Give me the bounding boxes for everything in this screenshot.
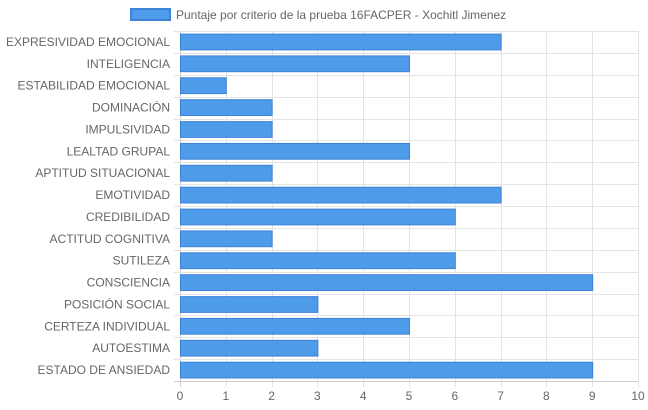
x-tick-label: 2: [268, 389, 275, 403]
y-tick-label: INTELIGENCIA: [87, 57, 170, 71]
y-tick-label: EMOTIVIDAD: [95, 188, 170, 202]
y-tick-label: ACTITUD COGNITIVA: [50, 232, 170, 246]
y-tick-label: CERTEZA INDIVIDUAL: [44, 319, 170, 333]
y-tick-label: ESTADO DE ANSIEDAD: [38, 363, 171, 377]
x-tick-label: 10: [631, 389, 645, 403]
bar[interactable]: [180, 55, 410, 73]
y-tick-label: APTITUD SITUACIONAL: [35, 166, 170, 180]
bar[interactable]: [180, 274, 594, 292]
y-axis-labels: EXPRESIVIDAD EMOCIONAL INTELIGENCIA ESTABI…: [6, 35, 170, 377]
bar[interactable]: [180, 361, 594, 379]
bar[interactable]: [180, 164, 273, 182]
x-tick-label: 0: [177, 389, 184, 403]
bar[interactable]: [180, 99, 273, 116]
bar[interactable]: [180, 296, 319, 313]
x-tick-label: 6: [451, 389, 458, 403]
x-axis-labels: 0 1 2 3 4 5 6 7 8 9 10: [177, 389, 645, 403]
grid: [174, 31, 639, 387]
bar[interactable]: [180, 339, 319, 357]
y-tick-label: SUTILEZA: [113, 254, 170, 268]
x-tick-label: 3: [314, 389, 321, 403]
y-tick-label: ESTABILIDAD EMOCIONAL: [18, 79, 171, 93]
bar[interactable]: [180, 77, 227, 95]
legend[interactable]: Puntaje por criterio de la prueba 16FACP…: [130, 8, 506, 22]
y-tick-label: CREDIBILIDAD: [86, 210, 170, 224]
bars: [180, 33, 594, 379]
x-tick-label: 7: [497, 389, 504, 403]
bar[interactable]: [180, 142, 410, 160]
x-tick-label: 9: [589, 389, 596, 403]
bar[interactable]: [180, 252, 456, 270]
y-tick-label: CONSCIENCIA: [87, 276, 170, 290]
y-tick-label: POSICIÓN SOCIAL: [64, 296, 170, 311]
x-tick-label: 4: [360, 389, 367, 403]
y-tick-label: DOMINACIÓN: [92, 100, 170, 115]
legend-swatch: [130, 8, 171, 21]
y-tick-label: LEALTAD GRUPAL: [67, 144, 171, 158]
y-tick-label: IMPULSIVIDAD: [85, 122, 170, 136]
bar[interactable]: [180, 230, 273, 248]
bar[interactable]: [180, 186, 502, 204]
bar[interactable]: [180, 317, 410, 335]
y-tick-label: AUTOESTIMA: [92, 341, 170, 355]
bar[interactable]: [180, 33, 502, 51]
x-tick-label: 1: [222, 389, 229, 403]
bar[interactable]: [180, 208, 456, 226]
legend-label: Puntaje por criterio de la prueba 16FACP…: [176, 8, 506, 22]
y-tick-label: EXPRESIVIDAD EMOCIONAL: [6, 35, 170, 49]
x-tick-label: 5: [406, 389, 413, 403]
x-tick-label: 8: [543, 389, 550, 403]
bar[interactable]: [180, 121, 273, 138]
